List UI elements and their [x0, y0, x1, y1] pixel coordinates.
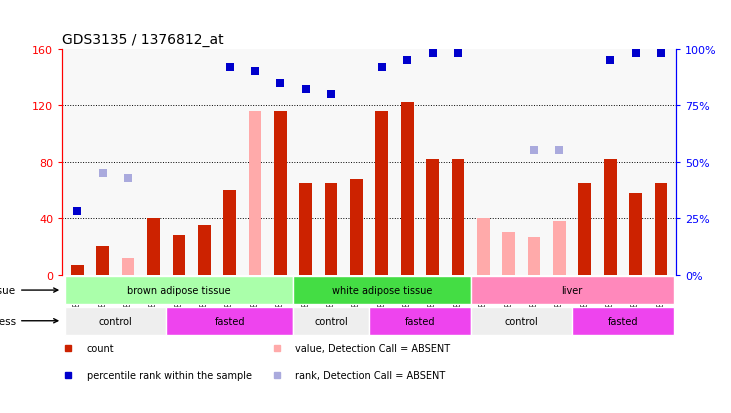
- Point: [275, 80, 287, 87]
- Text: stress: stress: [0, 316, 58, 326]
- Text: control: control: [504, 316, 538, 326]
- Bar: [471, 307, 572, 335]
- Point: [325, 91, 337, 98]
- Point: [427, 51, 439, 57]
- Bar: [173, 235, 185, 275]
- Bar: [147, 219, 160, 275]
- Bar: [572, 307, 674, 335]
- Bar: [325, 183, 338, 275]
- Text: percentile rank within the sample: percentile rank within the sample: [87, 370, 251, 380]
- Text: control: control: [314, 316, 348, 326]
- Bar: [401, 103, 414, 275]
- Bar: [350, 179, 363, 275]
- Text: brown adipose tissue: brown adipose tissue: [127, 285, 231, 295]
- Point: [122, 175, 134, 181]
- Point: [300, 87, 311, 93]
- Bar: [166, 307, 293, 335]
- Bar: [426, 159, 439, 275]
- Point: [224, 64, 235, 71]
- Bar: [223, 190, 236, 275]
- Point: [629, 51, 641, 57]
- Bar: [376, 112, 388, 275]
- Text: value, Detection Call = ABSENT: value, Detection Call = ABSENT: [295, 344, 450, 354]
- Bar: [629, 193, 642, 275]
- Text: control: control: [99, 316, 132, 326]
- Point: [72, 209, 83, 215]
- Point: [401, 57, 413, 64]
- Bar: [471, 277, 674, 304]
- Bar: [300, 183, 312, 275]
- Bar: [71, 265, 84, 275]
- Bar: [293, 277, 471, 304]
- Text: fasted: fasted: [405, 316, 435, 326]
- Bar: [64, 307, 166, 335]
- Bar: [654, 183, 667, 275]
- Text: count: count: [87, 344, 114, 354]
- Point: [249, 69, 261, 76]
- Point: [553, 148, 565, 154]
- Point: [97, 170, 109, 177]
- Bar: [122, 258, 135, 275]
- Point: [452, 51, 463, 57]
- Bar: [528, 237, 540, 275]
- Text: tissue: tissue: [0, 285, 58, 295]
- Bar: [578, 183, 591, 275]
- Text: fasted: fasted: [607, 316, 638, 326]
- Bar: [198, 226, 211, 275]
- Bar: [293, 307, 369, 335]
- Bar: [64, 277, 293, 304]
- Point: [605, 57, 616, 64]
- Bar: [477, 219, 490, 275]
- Text: GDS3135 / 1376812_at: GDS3135 / 1376812_at: [62, 33, 224, 47]
- Point: [376, 64, 387, 71]
- Bar: [96, 247, 109, 275]
- Bar: [553, 221, 566, 275]
- Bar: [502, 233, 515, 275]
- Point: [655, 51, 667, 57]
- Text: fasted: fasted: [214, 316, 245, 326]
- Text: white adipose tissue: white adipose tissue: [332, 285, 432, 295]
- Bar: [452, 159, 464, 275]
- Bar: [249, 112, 261, 275]
- Bar: [604, 159, 616, 275]
- Bar: [274, 112, 287, 275]
- Text: liver: liver: [561, 285, 583, 295]
- Point: [529, 148, 540, 154]
- Text: rank, Detection Call = ABSENT: rank, Detection Call = ABSENT: [295, 370, 446, 380]
- Bar: [369, 307, 471, 335]
